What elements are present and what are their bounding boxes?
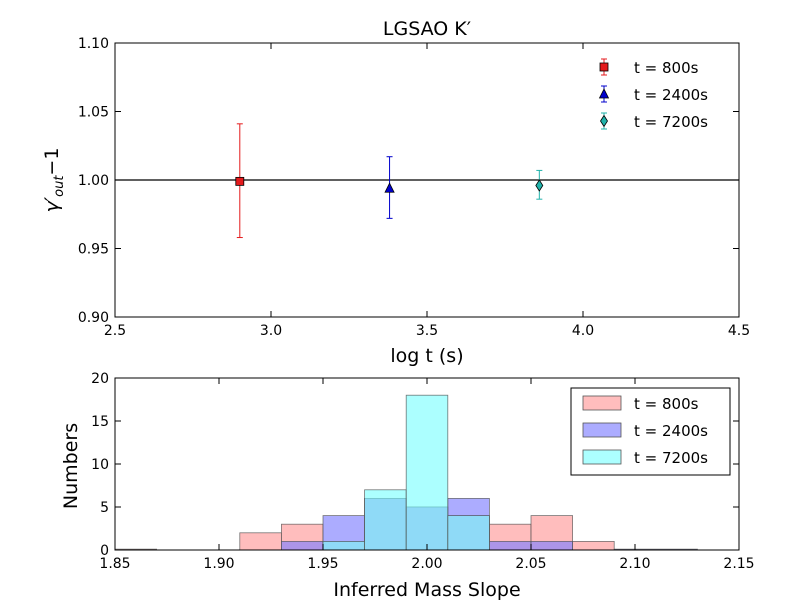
top-data-points [235,123,544,239]
data-point-marker [235,176,245,186]
legend-swatch [582,449,622,465]
top-x-ticks: 2.5 3.0 3.5 4.0 4.5 [104,43,750,339]
top-legend-entry: t = 2400s [598,85,708,104]
bottom-x-tick-label: 1.90 [203,556,234,572]
errorbar-point-1 [384,156,395,219]
legend-marker [598,88,610,99]
top-y-tick-label: 1.10 [78,36,109,52]
bottom-legend-entry: t = 800s [582,395,699,413]
legend-swatch [582,422,622,438]
top-x-tick-label: 4.5 [728,323,750,339]
top-x-tick-label: 3.0 [260,323,282,339]
top-y-tick-label: 0.90 [78,310,109,326]
top-y-axis-label: γ′out−1 [41,148,67,213]
top-errorbar-panel: LGSAO K′ 2.5 3.0 3.5 4.0 4.5 0.90 0.95 1.00 1.0… [41,18,750,367]
histogram-bar-series-2 [364,489,407,551]
bottom-x-tick-label: 2.10 [619,556,650,572]
bottom-y-tick-label: 15 [91,414,109,430]
bottom-x-tick-label: 2.05 [515,556,546,572]
histogram-bar-series-2 [322,541,365,551]
top-x-tick-label: 2.5 [104,323,126,339]
legend-swatch [582,395,622,411]
legend-marker [600,114,608,128]
bottom-y-tick-label: 0 [100,543,109,559]
top-legend-label: t = 7200s [634,113,708,131]
bottom-legend: t = 800s t = 2400s t = 7200s [570,387,731,476]
histogram-bar-series-2 [405,394,449,551]
data-point-marker [535,179,544,192]
data-point-marker [384,182,395,193]
top-legend-label: t = 2400s [634,86,708,104]
bottom-legend-label: t = 800s [634,395,699,413]
bottom-y-tick-label: 10 [91,457,109,473]
chart-title: LGSAO K′ [383,18,471,40]
bottom-x-tick-label: 2.15 [723,556,754,572]
bottom-y-axis-label: Numbers [60,423,82,509]
top-y-tick-label: 1.00 [78,173,109,189]
histogram-bar-series-1 [280,541,324,551]
top-legend-entry: t = 7200s [600,112,708,131]
top-x-tick-label: 4.0 [572,323,594,339]
top-x-axis-label: log t (s) [390,345,463,367]
bottom-y-ticks: 0 5 10 15 20 [91,371,739,559]
histogram-bar-series-1 [488,541,532,551]
top-y-tick-label: 0.95 [78,242,109,258]
top-legend-entry: t = 800s [599,58,699,77]
top-x-tick-label: 3.5 [416,323,438,339]
histogram-bar-series-0 [572,541,615,551]
bottom-legend-entry: t = 2400s [582,422,708,440]
histogram-bars [114,394,698,551]
bottom-y-tick-label: 5 [100,500,109,516]
top-legend: t = 800s t = 2400s t = 7200s [598,58,708,131]
bottom-x-tick-label: 1.85 [99,556,130,572]
histogram-bar-series-0 [239,532,282,551]
histogram-bar-series-2 [447,515,490,551]
errorbar-point-2 [535,169,544,200]
bottom-x-axis-label: Inferred Mass Slope [333,579,520,601]
top-y-ticks: 0.90 0.95 1.00 1.05 1.10 [78,36,739,326]
bottom-x-tick-label: 2.00 [411,556,442,572]
bottom-x-tick-label: 1.95 [307,556,338,572]
bottom-x-ticks: 1.85 1.90 1.95 2.00 2.05 2.10 2.15 [99,378,755,572]
bottom-legend-entry: t = 7200s [582,449,708,467]
errorbar-point-0 [235,123,245,239]
bottom-histogram-panel: 1.85 1.90 1.95 2.00 2.05 2.10 2.15 0 5 10 15 20 In… [60,371,755,601]
histogram-bar-series-1 [530,541,573,551]
top-legend-label: t = 800s [634,59,699,77]
legend-marker [599,62,609,72]
top-y-tick-label: 1.05 [78,105,109,121]
bottom-legend-label: t = 2400s [634,422,708,440]
bottom-y-tick-label: 20 [91,371,109,387]
bottom-legend-label: t = 7200s [634,449,708,467]
